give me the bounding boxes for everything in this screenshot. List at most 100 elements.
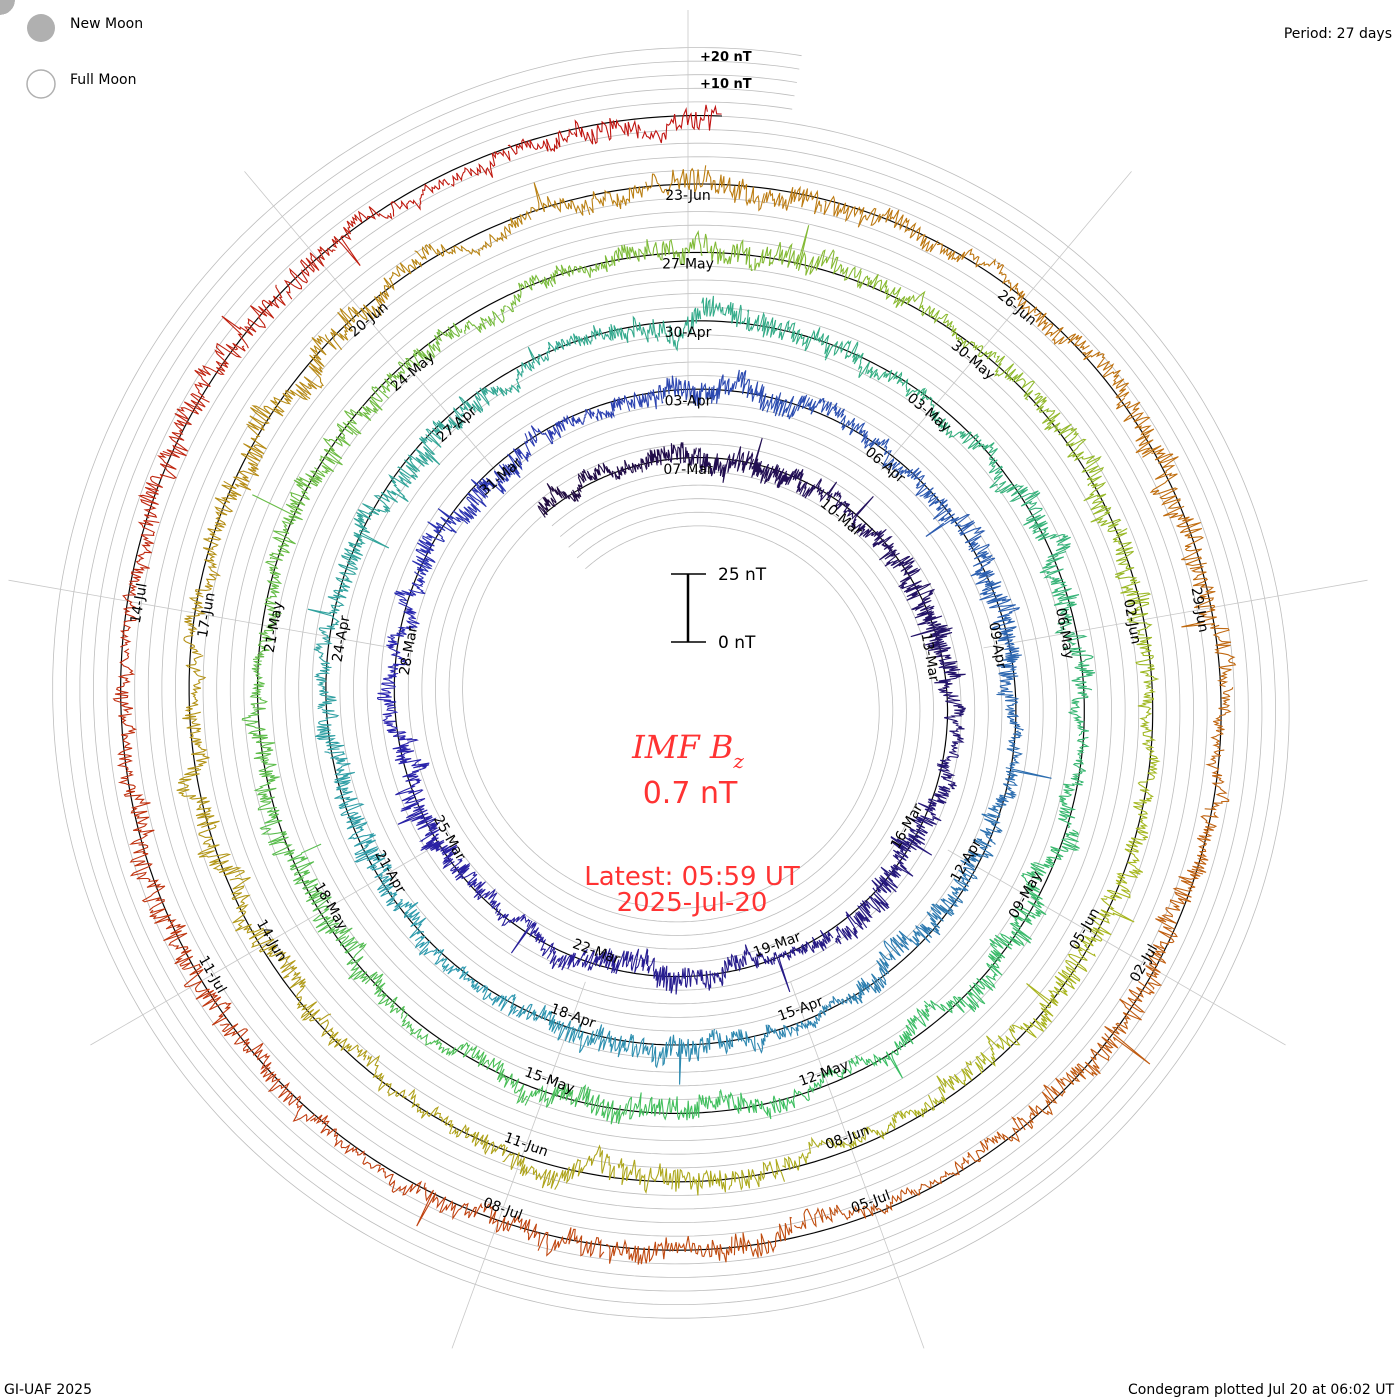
bz-trace-segment <box>830 1126 887 1150</box>
bz-trace-segment <box>696 447 724 477</box>
bz-trace-segment <box>883 207 939 253</box>
bz-trace-segment <box>392 899 427 939</box>
bz-trace-segment <box>734 369 769 412</box>
bz-trace-segment <box>452 486 487 525</box>
bz-trace-segment <box>554 1144 616 1190</box>
bz-trace-segment <box>546 946 588 971</box>
center-value: 0.7 nT <box>643 776 738 811</box>
bz-trace-segment <box>923 984 986 1014</box>
bz-trace-segment <box>710 953 741 986</box>
bz-trace-segment <box>1082 349 1130 399</box>
bz-trace-segment <box>194 538 222 598</box>
bz-trace-segment <box>112 648 136 714</box>
bz-trace-segment <box>1137 688 1157 743</box>
bz-trace-segment <box>1023 514 1071 559</box>
bz-trace-segment <box>524 1082 583 1108</box>
bz-trace-segment <box>390 602 420 639</box>
bz-trace-segment <box>960 838 994 880</box>
bz-trace-segment <box>979 580 1021 619</box>
bz-trace-segment <box>667 442 697 467</box>
scale-top-label: 25 nT <box>718 565 767 585</box>
radial-line <box>790 981 925 1349</box>
bz-trace-segment <box>970 543 996 585</box>
bz-trace-segment <box>1070 736 1090 784</box>
date-label: 30-Apr <box>665 325 712 341</box>
bz-trace-segment <box>537 1227 605 1258</box>
date-label: 27-May <box>662 256 714 272</box>
bz-trace-segment <box>872 528 900 561</box>
bz-trace-segment <box>129 844 166 911</box>
bz-trace-segment <box>937 418 982 450</box>
bz-trace-segment <box>194 342 246 399</box>
scale-bottom-label: 0 nT <box>718 633 756 653</box>
bz-trace-segment <box>283 246 336 300</box>
radial-line <box>983 579 1368 649</box>
date-label: 24-Apr <box>330 614 354 663</box>
bz-trace-segment <box>662 375 699 407</box>
bz-trace-segment <box>910 604 953 638</box>
bz-trace-segment <box>496 361 535 397</box>
bz-trace-segment <box>263 560 283 615</box>
bz-trace-segment <box>746 309 790 341</box>
bz-trace-segment <box>559 408 595 431</box>
bz-trace-segment <box>733 1216 793 1258</box>
bz-trace-segment <box>570 324 616 347</box>
date-label: 07-Mar <box>663 462 713 478</box>
bz-trace-segment <box>1155 869 1204 930</box>
bz-trace-segment <box>374 258 422 309</box>
bz-trace-segment <box>450 858 482 888</box>
bz-trace-segment <box>1034 311 1090 351</box>
bz-trace-segment <box>851 496 879 538</box>
bz-trace-segment <box>319 1019 368 1061</box>
bz-trace-segment <box>606 1237 670 1265</box>
bz-trace-segment <box>951 325 997 360</box>
bz-trace-segment <box>754 225 810 271</box>
bz-trace-segment <box>884 555 922 588</box>
bz-trace-segment <box>1191 811 1220 873</box>
bz-trace-segment <box>613 315 659 344</box>
bz-trace-segment <box>617 1158 672 1194</box>
bz-trace-segment <box>221 284 286 349</box>
bz-trace-segment <box>578 1084 628 1125</box>
bz-trace-segment <box>894 466 929 496</box>
radial-line <box>880 171 1132 471</box>
bz-trace-segment <box>176 768 220 828</box>
bz-trace-segment <box>854 1186 916 1219</box>
date-label: 14-Jul <box>128 582 151 625</box>
bz-trace-segment <box>1204 749 1230 811</box>
bz-trace-segment <box>515 1003 559 1033</box>
bz-trace-segment <box>249 660 269 711</box>
bz-trace-segment <box>900 580 935 612</box>
bz-trace-segment <box>1006 730 1023 769</box>
bz-trace-segment <box>1011 983 1059 1039</box>
radial-line <box>451 981 586 1349</box>
bz-trace-segment <box>408 1088 454 1135</box>
grid-label-10: +10 nT <box>700 77 752 92</box>
bz-trace-segment <box>425 508 464 543</box>
bz-trace-segment <box>414 243 481 260</box>
bz-trace-segment <box>824 340 871 379</box>
bz-trace-segment <box>330 304 384 351</box>
date-label: 23-Jun <box>665 188 711 204</box>
bz-trace-segment <box>510 920 555 957</box>
bz-trace-segment <box>1078 897 1135 951</box>
bz-trace-segment <box>651 230 703 265</box>
bz-trace-segment <box>1019 862 1047 917</box>
bz-trace-segment <box>331 206 393 266</box>
date-label: 14-Jun <box>253 917 290 964</box>
bz-trace-segment <box>335 541 363 585</box>
bz-trace-segment <box>883 929 921 961</box>
bz-trace-segment <box>470 463 512 498</box>
grid-spiral-5nT <box>106 101 1236 1265</box>
bz-trace-segment <box>382 706 413 741</box>
bz-trace-segment <box>1033 392 1078 439</box>
bz-trace-segment <box>372 973 406 1019</box>
grid-label-20: +20 nT <box>700 50 752 65</box>
bz-trace-segment <box>678 967 712 991</box>
date-label: 20-Jun <box>346 299 391 341</box>
date-label: 11-Jul <box>195 953 229 996</box>
bz-trace-segment <box>377 672 399 708</box>
bz-trace-segment <box>788 322 831 359</box>
bz-trace-segment <box>1052 944 1096 997</box>
bz-trace-segment <box>1112 528 1138 584</box>
